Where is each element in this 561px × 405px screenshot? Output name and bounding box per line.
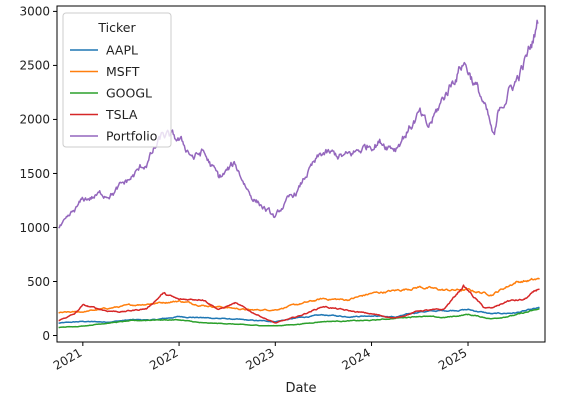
legend-box bbox=[62, 12, 172, 148]
x-axis-title: Date bbox=[285, 381, 316, 396]
legend-label-tsla: TSLA bbox=[105, 107, 138, 122]
y-tick-label: 1000 bbox=[19, 221, 50, 235]
y-tick-label: 3000 bbox=[19, 5, 50, 19]
y-tick-label: 2000 bbox=[19, 113, 50, 127]
legend-title: Ticker bbox=[97, 20, 136, 35]
y-tick-label: 0 bbox=[42, 329, 50, 343]
y-axis: 0 500 1000 1500 2000 2500 3000 bbox=[19, 5, 57, 343]
legend-items: AAPL MSFT GOOGL TSLA Portfolio bbox=[70, 43, 157, 144]
series-line-portfolio bbox=[58, 19, 539, 229]
y-tick-label: 2500 bbox=[19, 59, 50, 73]
legend-label-aapl: AAPL bbox=[106, 43, 138, 58]
legend-label-portfolio: Portfolio bbox=[106, 129, 157, 144]
series-line-aapl bbox=[58, 306, 540, 324]
series-line-msft bbox=[58, 277, 540, 314]
legend-label-msft: MSFT bbox=[106, 64, 140, 79]
series-lines bbox=[58, 19, 540, 329]
y-tick-label: 500 bbox=[27, 275, 50, 289]
series-line-googl bbox=[58, 307, 540, 329]
legend: Ticker AAPL MSFT GOOGL TSLA Portfolio bbox=[62, 12, 172, 148]
plot-frame bbox=[56, 5, 546, 343]
y-tick-label: 1500 bbox=[19, 167, 50, 181]
legend-label-googl: GOOGL bbox=[106, 86, 152, 101]
series-line-tsla bbox=[58, 284, 540, 324]
